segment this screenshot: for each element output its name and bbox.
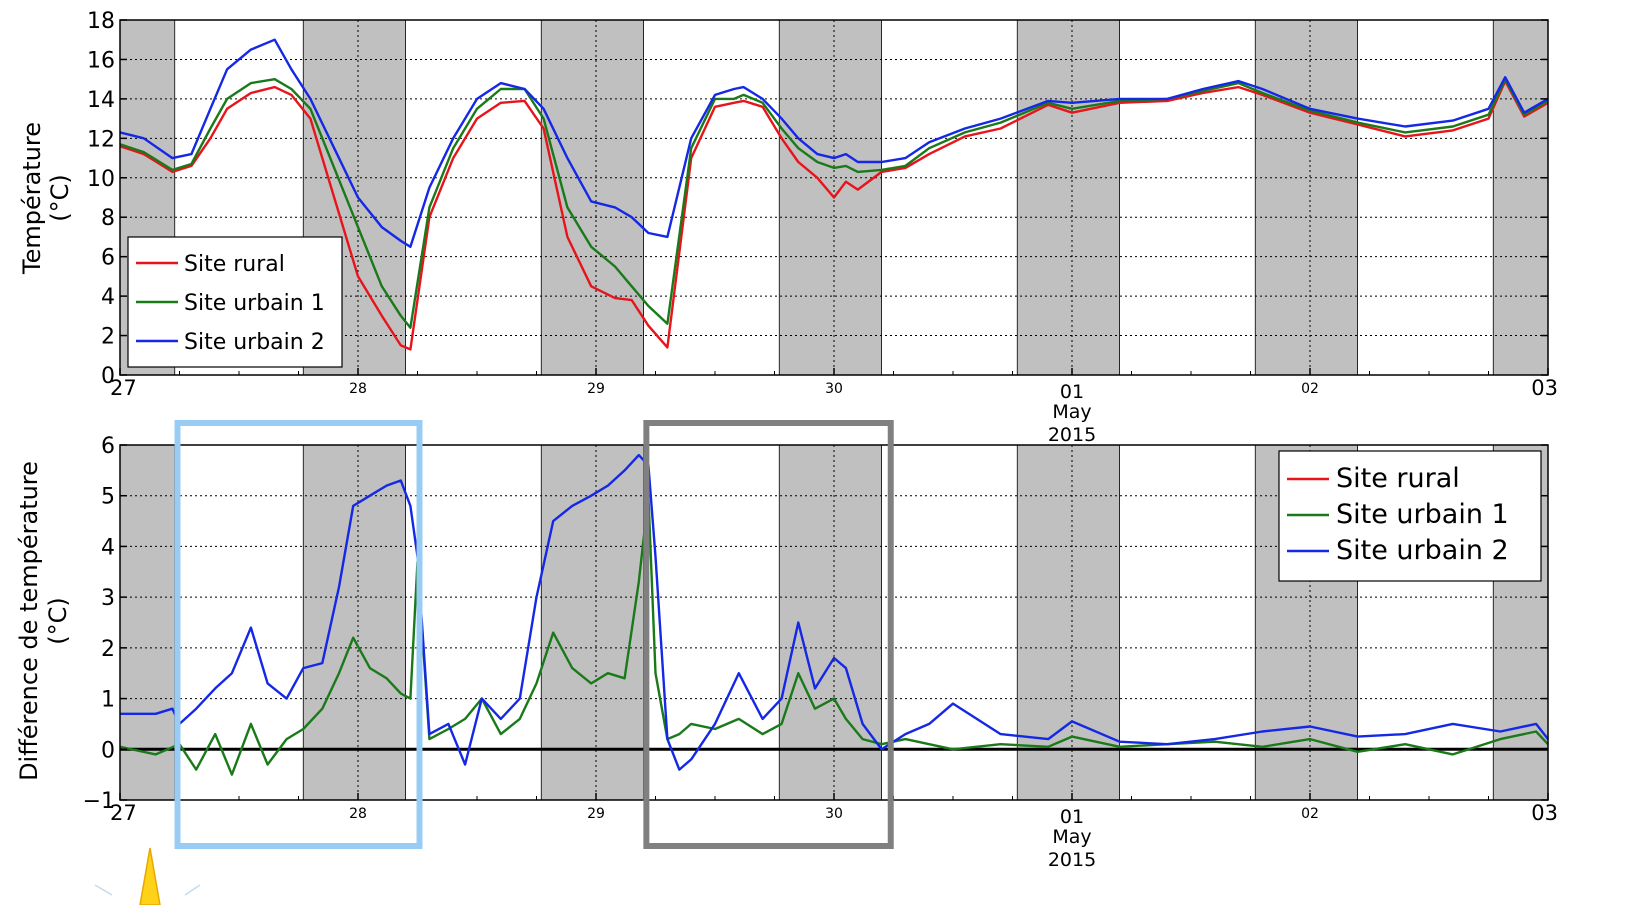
x-sub-label: 2015 [1048,849,1096,871]
night-band [119,444,176,801]
sun-ray [139,847,161,905]
x-tick-label: 01 [1060,806,1084,828]
y-tick-label: 1 [101,688,115,713]
series-line-site-urbain-1 [119,77,1549,329]
night-band [302,444,407,801]
x-tick-label: 02 [1301,381,1319,397]
legend-label: Site urbain 2 [1336,535,1509,566]
night-band [1254,19,1359,376]
y-tick-label: 18 [87,9,115,34]
y-tick-label: 2 [101,637,115,662]
night-band [1016,19,1121,376]
highlight-box-gray [643,420,894,849]
x-tick-label: 03 [1531,801,1558,825]
y-tick-label: 12 [87,127,115,152]
y-tick-label: 16 [87,48,115,73]
legend-label: Site rural [1336,463,1460,494]
legend: Site rural Site urbain 1 Site urbain 2 [1278,450,1542,582]
x-tick-label: 30 [825,806,843,822]
night-band [778,19,883,376]
legend: Site rural Site urbain 1 Site urbain 2 [127,236,343,368]
legend-label: Site urbain 1 [184,291,325,316]
y-axis-label: (°C) [46,174,74,221]
x-tick-label: 29 [587,381,605,397]
legend-label: Site urbain 2 [184,330,325,355]
night-band [540,444,645,801]
y-tick-label: 5 [101,485,115,510]
y-tick-label: 0 [101,364,115,389]
y-tick-label: 6 [101,434,115,459]
y-tick-label: 14 [87,88,115,113]
x-sub-label: May [1052,826,1091,848]
sun-ray [94,884,113,896]
y-tick-label: 0 [101,738,115,763]
y-tick-label: 2 [101,325,115,350]
sun-icon [94,847,201,905]
y-axis-label: (°C) [44,597,72,644]
legend-label: Site urbain 1 [1336,499,1509,530]
y-axis-label: Température [18,122,46,275]
y-tick-label: 10 [87,167,115,192]
night-band [1016,444,1121,801]
y-axis-label: Différence de température [15,461,43,781]
y-tick-label: 8 [101,206,115,231]
x-sub-label: 2015 [1048,424,1096,446]
y-tick-label: 4 [101,285,115,310]
y-tick-label: 3 [101,586,115,611]
highlight-box-light-blue [174,420,423,849]
y-tick-label: 4 [101,535,115,560]
x-tick-label: 27 [110,801,137,825]
highlight-boxes [174,420,894,849]
x-tick-label: 29 [587,806,605,822]
x-sub-label: May [1052,401,1091,423]
series-line-site-urbain-2 [119,38,1549,249]
x-tick-label: 03 [1531,376,1558,400]
night-band [1492,19,1549,376]
x-tick-label: 28 [349,806,367,822]
y-tick-label: 6 [101,246,115,271]
night-band [778,444,883,801]
x-tick-label: 30 [825,381,843,397]
sun-ray [184,884,201,896]
y-tick-label: −1 [83,789,115,814]
legend-label: Site rural [184,252,285,277]
x-tick-label: 02 [1301,806,1319,822]
night-band [540,19,645,376]
series-line-site-rural [119,79,1549,351]
x-tick-label: 28 [349,381,367,397]
x-tick-label: 27 [110,376,137,400]
x-tick-label: 01 [1060,381,1084,403]
